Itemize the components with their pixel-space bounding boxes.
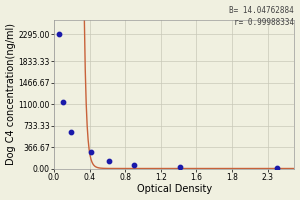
Point [57, 33, 62, 36]
Point [68, 131, 73, 134]
Y-axis label: Dog C4 concentration(ng/ml): Dog C4 concentration(ng/ml) [6, 23, 16, 165]
Point [61, 100, 65, 103]
Point [274, 166, 279, 170]
Point [178, 166, 183, 169]
Text: B= 14.04762884
r= 0.99988334: B= 14.04762884 r= 0.99988334 [229, 6, 294, 27]
Point [107, 160, 112, 163]
Point [88, 151, 93, 154]
Point [132, 164, 136, 167]
X-axis label: Optical Density: Optical Density [137, 184, 212, 194]
